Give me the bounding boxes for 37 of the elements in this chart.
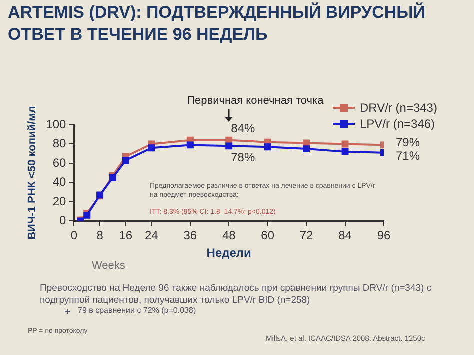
legend-label: DRV/r (n=343)	[360, 101, 438, 115]
y-tick-label: 40	[52, 175, 67, 190]
y-tick-label: 80	[52, 136, 67, 151]
point	[342, 140, 349, 148]
point	[148, 144, 156, 152]
x-axis-title: Недели	[206, 246, 252, 260]
data-label: 79%	[396, 136, 420, 150]
x-tick-label: 72	[300, 228, 314, 243]
text: 79 в сравнении с 72% (p=0.038)	[78, 306, 198, 316]
point	[226, 142, 233, 150]
point	[303, 146, 310, 153]
point	[186, 142, 194, 149]
x-tick-label: 84	[338, 228, 352, 243]
legend-label: LPV/r (n=346)	[360, 117, 436, 131]
text: Weeks	[92, 260, 126, 274]
x-tick-label: 36	[184, 228, 198, 243]
text: Первичная конечная точка	[187, 95, 324, 107]
x-tick-label: 8	[96, 228, 104, 243]
data-label: 84%	[231, 122, 256, 136]
x-tick-label: 48	[222, 228, 236, 243]
y-tick-label: 60	[52, 156, 67, 170]
y-axis-title: ВИЧ-1 РНК <50 копий/мл	[26, 106, 39, 240]
x-tick-label: 16	[119, 228, 133, 243]
point	[342, 148, 349, 156]
y-tick-label: 20	[52, 194, 67, 208]
data-label: 78%	[231, 150, 256, 164]
chart-title: ARTEMIS (DRV): ПОДТВЕРЖДЕННЫЙ ВИРУСНЫЙ ОТВЕТ В ТЕЧЕНИЕ 96 НЕДЕЛЬ	[8, 2, 427, 46]
y-tick-label: 100	[46, 117, 67, 132]
x-tick-label: 96	[377, 228, 391, 243]
point	[264, 144, 272, 151]
y-tick-label: 0	[60, 214, 67, 228]
data-label: 71%	[396, 149, 420, 164]
x-tick-label: 24	[144, 228, 159, 243]
point	[122, 157, 130, 164]
x-tick-label: 60	[261, 228, 275, 243]
x-tick-label: 0	[70, 228, 78, 243]
text: Превосходство на Неделе 96 также наблюдалось при сравнении группы DRV/r (n=343) с подгруппой пациентов, получавших только LPV/r BID (n=258)	[40, 283, 433, 307]
